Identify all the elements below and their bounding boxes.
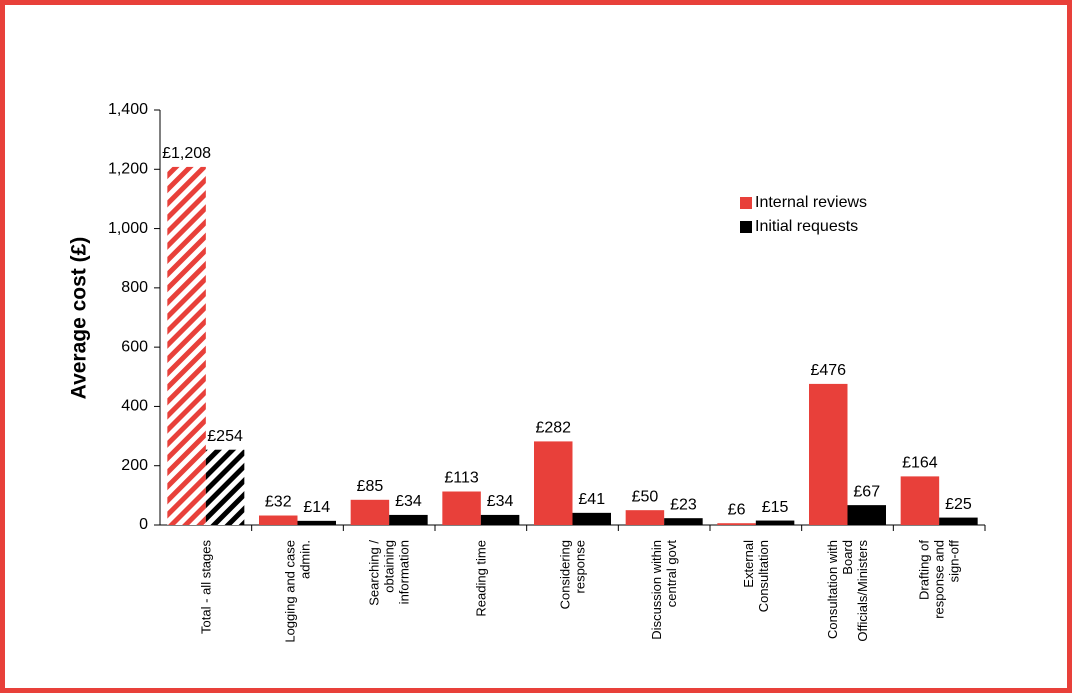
bar	[572, 512, 611, 525]
value-label: £282	[535, 420, 571, 437]
legend-label: Initial requests	[755, 218, 858, 235]
value-label: £476	[810, 362, 846, 379]
bar	[389, 514, 428, 525]
bar	[664, 518, 703, 525]
x-tick-label: central govt	[664, 540, 679, 608]
x-tick-label: response	[572, 540, 587, 593]
y-tick-label: 1,400	[108, 101, 148, 118]
x-tick-label: obtaining	[382, 540, 397, 593]
x-tick-label: Reading time	[473, 540, 488, 617]
x-tick-label: Discussion within	[649, 540, 664, 640]
value-label: £254	[207, 428, 243, 445]
bar	[717, 523, 756, 525]
y-tick-label: 1,200	[108, 161, 148, 178]
value-label: £25	[945, 496, 972, 513]
bar	[847, 505, 886, 525]
bar	[297, 520, 336, 525]
x-tick-label: admin.	[297, 540, 312, 579]
bar	[205, 449, 245, 525]
x-tick-label: Drafting of	[917, 540, 932, 600]
x-tick-label: External	[741, 540, 756, 588]
y-tick-label: 0	[139, 516, 148, 533]
value-label: £15	[762, 499, 789, 516]
bar	[442, 491, 481, 525]
value-label: £1,208	[162, 145, 211, 162]
value-label: £14	[303, 499, 330, 516]
value-label: £34	[487, 493, 514, 510]
value-label: £41	[578, 491, 605, 508]
legend-label: Internal reviews	[755, 194, 867, 211]
bar	[534, 441, 573, 525]
bar	[900, 476, 940, 525]
value-label: £32	[265, 494, 292, 511]
value-label: £67	[853, 483, 880, 500]
bar	[939, 517, 978, 525]
bar	[809, 383, 848, 525]
x-tick-label: Officials/Ministers	[855, 540, 870, 642]
y-tick-label: 600	[121, 338, 148, 355]
bar	[259, 515, 298, 525]
bar	[350, 499, 390, 525]
bar	[480, 514, 520, 525]
x-tick-label: Board	[840, 540, 855, 575]
x-tick-label: sign-off	[947, 540, 962, 583]
y-tick-label: 1,000	[108, 220, 148, 237]
legend-swatch	[740, 197, 752, 209]
bar	[167, 166, 206, 525]
x-tick-label: response and	[932, 540, 947, 619]
y-axis-title: Average cost (£)	[68, 237, 91, 400]
x-tick-label: Total - all stages	[198, 540, 213, 634]
legend-swatch	[740, 221, 752, 233]
x-tick-label: Considering	[557, 540, 572, 609]
value-label: £164	[902, 455, 938, 472]
bar	[625, 510, 665, 525]
x-tick-label: Logging and case	[282, 540, 297, 643]
x-tick-label: Searching /	[367, 540, 382, 606]
value-label: £6	[728, 501, 746, 518]
value-label: £50	[632, 488, 659, 505]
y-tick-label: 800	[121, 279, 148, 296]
value-label: £34	[395, 493, 422, 510]
y-tick-label: 400	[121, 398, 148, 415]
x-tick-label: Consultation	[756, 540, 771, 612]
x-tick-label: Consultation with	[825, 540, 840, 639]
bar	[755, 520, 795, 525]
value-label: £23	[670, 496, 697, 513]
value-label: £85	[357, 478, 384, 495]
x-tick-label: information	[397, 540, 412, 604]
value-label: £113	[444, 470, 479, 487]
y-tick-label: 200	[121, 457, 148, 474]
